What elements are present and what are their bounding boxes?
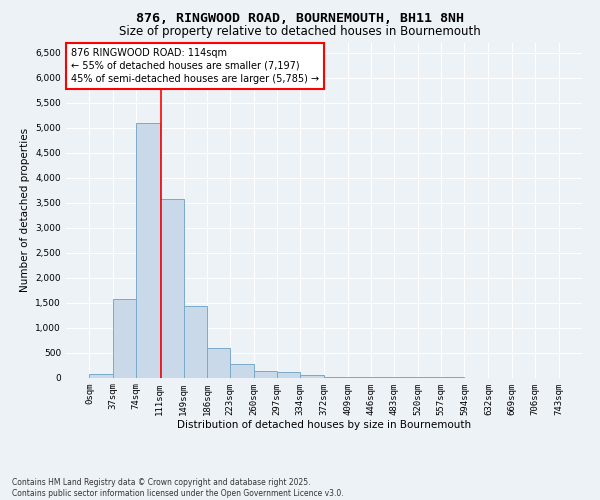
Bar — [136, 122, 160, 378]
Text: Size of property relative to detached houses in Bournemouth: Size of property relative to detached ho… — [119, 25, 481, 38]
Bar — [184, 306, 207, 378]
Y-axis label: Number of detached properties: Number of detached properties — [20, 128, 30, 292]
Bar — [301, 375, 325, 378]
Bar — [207, 348, 230, 378]
Bar — [89, 374, 113, 378]
Bar — [277, 372, 301, 378]
Text: Contains HM Land Registry data © Crown copyright and database right 2025.
Contai: Contains HM Land Registry data © Crown c… — [12, 478, 344, 498]
Bar — [160, 198, 184, 378]
Text: 876, RINGWOOD ROAD, BOURNEMOUTH, BH11 8NH: 876, RINGWOOD ROAD, BOURNEMOUTH, BH11 8N… — [136, 12, 464, 26]
Bar — [325, 376, 347, 378]
Bar — [113, 298, 136, 378]
Text: 876 RINGWOOD ROAD: 114sqm
← 55% of detached houses are smaller (7,197)
45% of se: 876 RINGWOOD ROAD: 114sqm ← 55% of detac… — [71, 48, 319, 84]
Bar — [254, 370, 277, 378]
X-axis label: Distribution of detached houses by size in Bournemouth: Distribution of detached houses by size … — [177, 420, 471, 430]
Bar — [230, 364, 254, 378]
